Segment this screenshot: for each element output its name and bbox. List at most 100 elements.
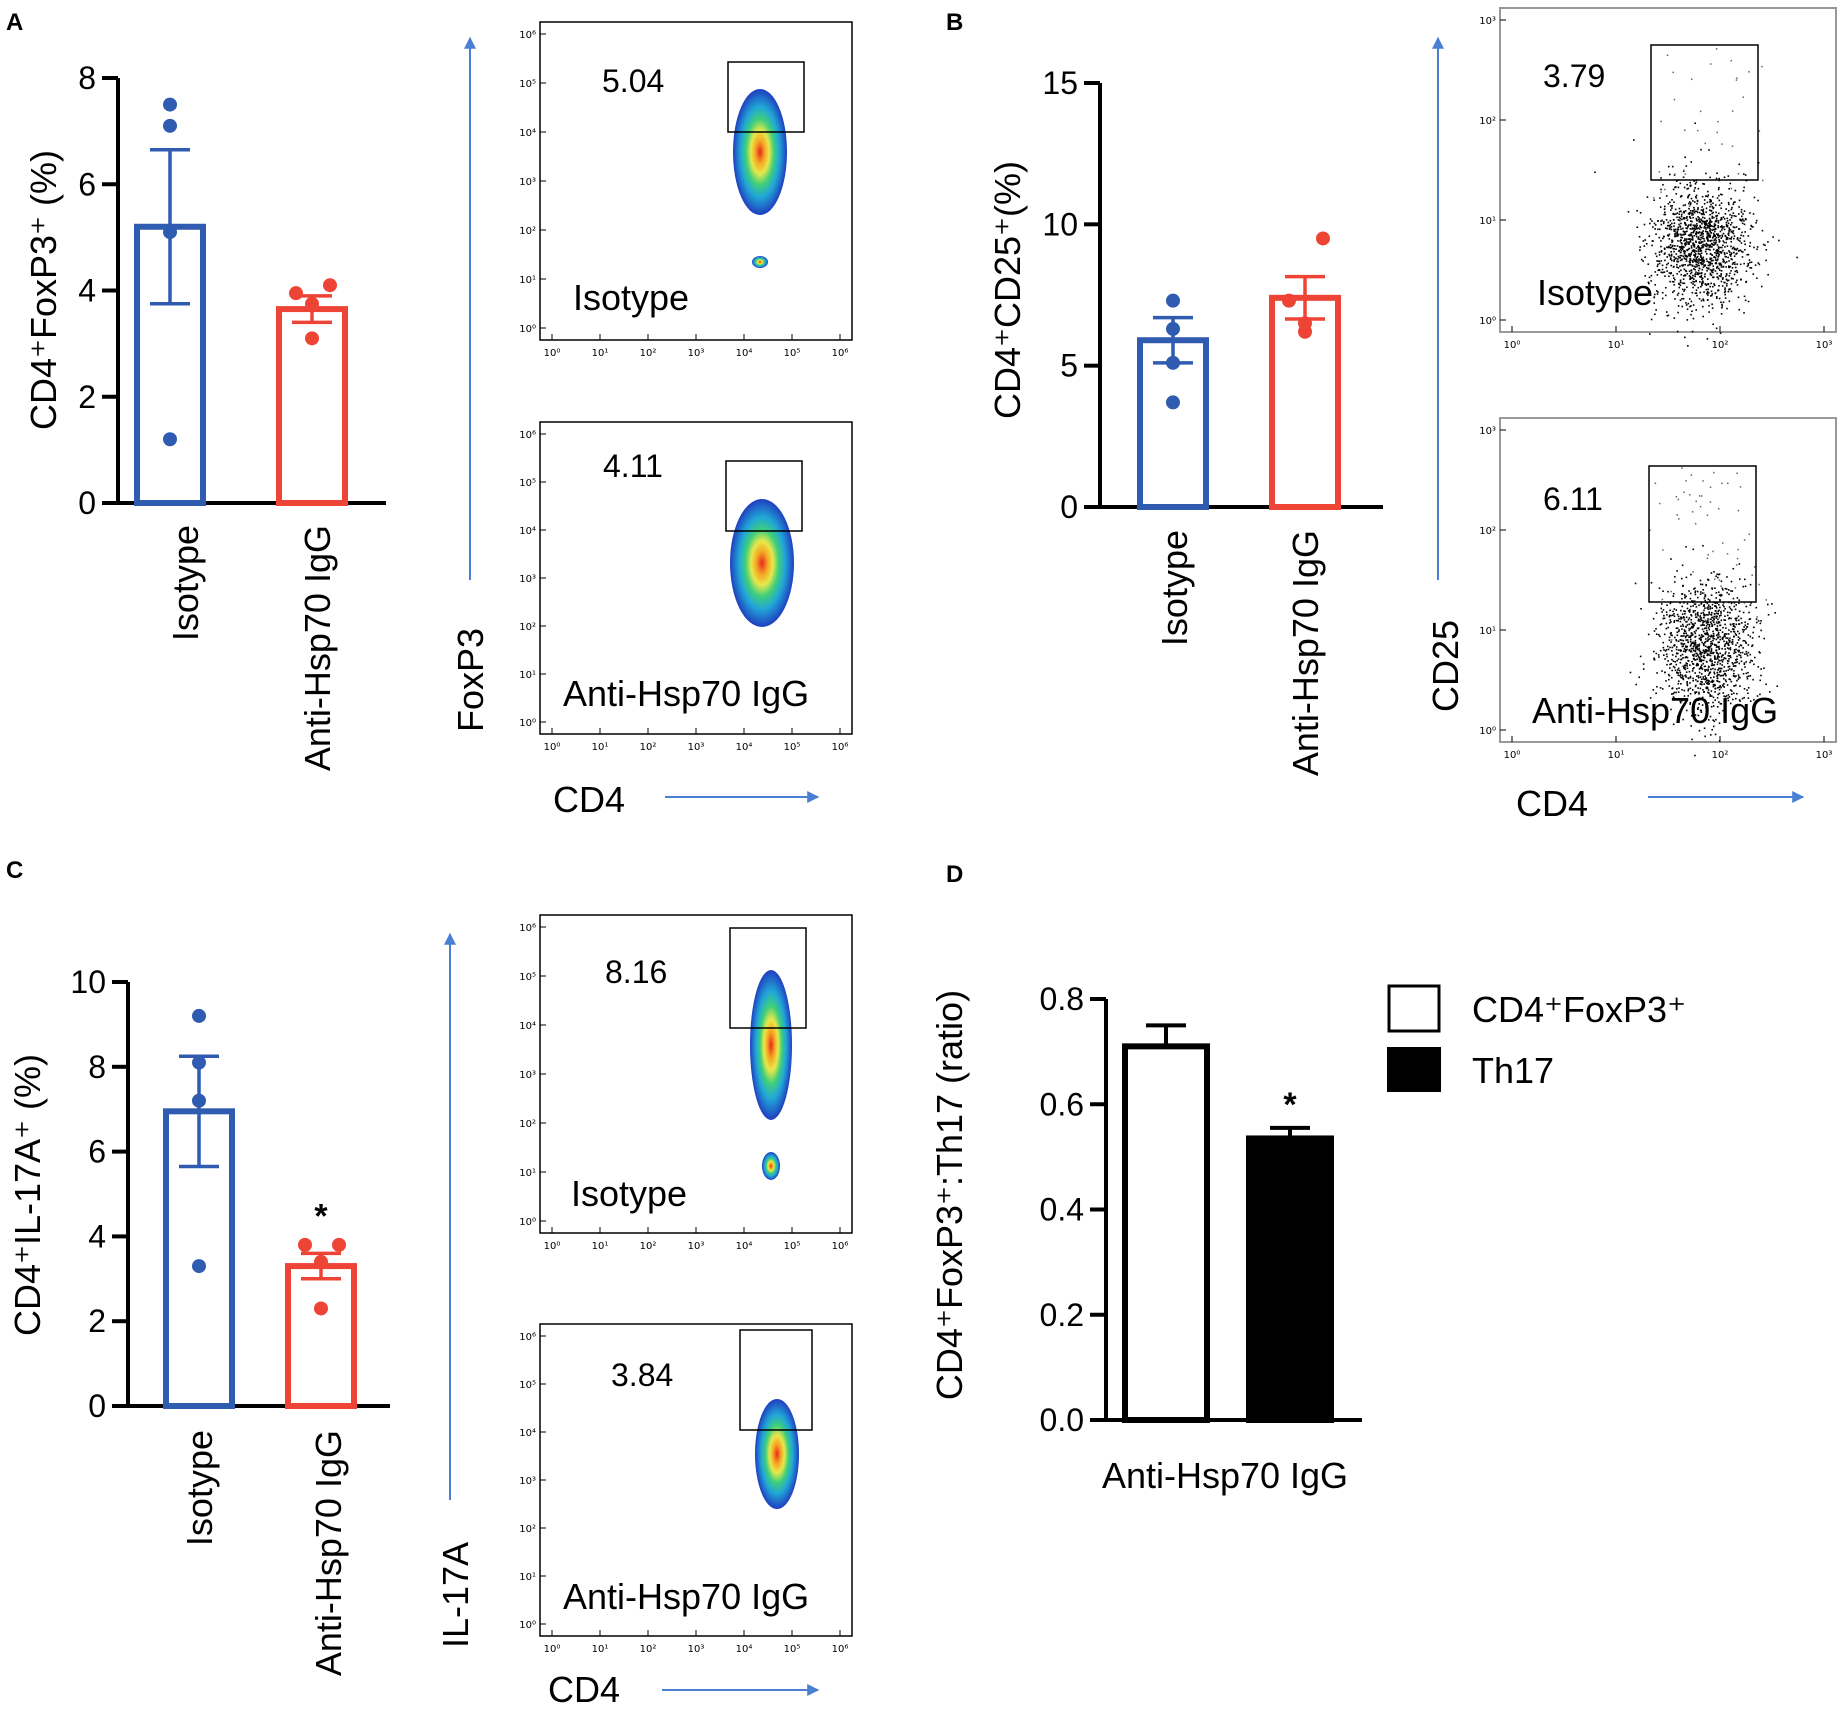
flow-event-dot bbox=[1736, 279, 1738, 282]
panel-a-data-point bbox=[163, 118, 177, 133]
flow-event-dot bbox=[1709, 264, 1711, 267]
flow-event-dot bbox=[1698, 703, 1701, 705]
flow-event-dot bbox=[1721, 229, 1723, 231]
flow-event-dot bbox=[1690, 618, 1693, 621]
flow-event-dot bbox=[1677, 672, 1679, 674]
flow-event-dot bbox=[1639, 655, 1642, 658]
flow-event-dot bbox=[1700, 664, 1703, 666]
flow-event-dot bbox=[1716, 625, 1719, 627]
flow-event-dot bbox=[1733, 261, 1736, 264]
flow-event-dot bbox=[1724, 213, 1727, 215]
flow-event-dot bbox=[1686, 238, 1688, 240]
flow-event-dot bbox=[1682, 718, 1684, 721]
flow-event-dot bbox=[1685, 635, 1687, 638]
flow-event-dot bbox=[1664, 211, 1666, 214]
flow-event-dot bbox=[1723, 619, 1725, 621]
flow-event-dot bbox=[1652, 689, 1655, 691]
flow-event-dot bbox=[1756, 616, 1758, 618]
flow-event-dot bbox=[1711, 229, 1714, 232]
flow-event-dot bbox=[1709, 227, 1711, 230]
flow-event-dot bbox=[1718, 641, 1720, 643]
flow-event-dot bbox=[1703, 604, 1705, 606]
flow-event-dot bbox=[1691, 600, 1693, 602]
flow-event-dot bbox=[1674, 173, 1676, 175]
flow-event-dot bbox=[1698, 241, 1701, 243]
flow-event-dot bbox=[1638, 676, 1640, 679]
flow-event-dot bbox=[1684, 233, 1687, 235]
flow-event-dot bbox=[1739, 240, 1741, 242]
flow-event-dot bbox=[1704, 735, 1706, 738]
flow-event-dot bbox=[1685, 545, 1687, 548]
flow-event-dot bbox=[1717, 221, 1720, 224]
flow-event-dot bbox=[1735, 658, 1737, 661]
flow-event-dot bbox=[1669, 257, 1672, 259]
flow-event-dot bbox=[1703, 727, 1706, 730]
flow-event-dot bbox=[1720, 585, 1722, 587]
flow-event-dot bbox=[1745, 218, 1747, 221]
flow-event-dot bbox=[1725, 670, 1727, 672]
flow-event-dot bbox=[1730, 669, 1733, 671]
flow-event-dot bbox=[1738, 619, 1740, 622]
flow-x-tick-label: 10⁰ bbox=[544, 742, 561, 753]
flow-event-dot bbox=[1727, 666, 1730, 668]
flow-event-dot bbox=[1731, 206, 1733, 209]
flow-event-dot bbox=[1674, 660, 1677, 663]
flow-event-dot bbox=[1700, 274, 1703, 277]
flow-event-dot bbox=[1699, 275, 1701, 278]
flow-event-dot bbox=[1680, 241, 1683, 244]
flow-event-dot bbox=[1699, 234, 1702, 237]
flow-event-dot bbox=[1750, 224, 1752, 227]
flow-event-dot bbox=[1727, 654, 1729, 657]
flow-event-dot bbox=[1692, 548, 1695, 551]
flow-x-tick-label: 10⁵ bbox=[784, 348, 801, 359]
flow-event-dot bbox=[1708, 628, 1711, 631]
flow-y-tick-label: 10⁴ bbox=[519, 128, 536, 139]
flow-event-dot bbox=[1668, 614, 1671, 617]
flow-event-dot bbox=[1708, 618, 1710, 621]
flow-event-dot bbox=[1685, 243, 1688, 245]
flow-event-dot bbox=[1767, 273, 1769, 276]
flow-event-dot bbox=[1715, 233, 1718, 235]
flow-event-dot bbox=[1679, 649, 1682, 651]
flow-x-tick-label: 10⁴ bbox=[736, 348, 753, 359]
flow-event-dot bbox=[1729, 640, 1731, 642]
flow-event-dot bbox=[1721, 587, 1724, 590]
flow-event-dot bbox=[1708, 613, 1711, 615]
flow-event-dot bbox=[1695, 691, 1697, 694]
flow-event-dot bbox=[1714, 627, 1717, 630]
flow-event-dot bbox=[1704, 142, 1707, 145]
flow-y-tick-label: 10² bbox=[1479, 526, 1496, 537]
flow-event-dot bbox=[1649, 218, 1652, 220]
flow-event-dot bbox=[1719, 332, 1722, 334]
flow-event-dot bbox=[1705, 706, 1707, 709]
flow-y-tick-label: 10⁰ bbox=[519, 718, 536, 729]
flow-event-dot bbox=[1709, 273, 1712, 276]
flow-event-dot bbox=[1690, 202, 1692, 205]
flow-event-dot bbox=[1683, 643, 1686, 645]
flow-event-dot bbox=[1688, 254, 1690, 257]
flow-event-dot bbox=[1715, 241, 1717, 244]
flow-event-dot bbox=[1683, 246, 1685, 249]
flow-event-dot bbox=[1734, 617, 1737, 620]
flow-event-dot bbox=[1705, 242, 1708, 245]
flow-y-tick-label: 10⁰ bbox=[519, 1620, 536, 1631]
flow-event-dot bbox=[1702, 266, 1705, 268]
flow-event-dot bbox=[1718, 235, 1721, 237]
flow-event-dot bbox=[1736, 679, 1738, 682]
panel-b-x-label-anti: Anti-Hsp70 IgG bbox=[1285, 530, 1326, 776]
flow-event-dot bbox=[1704, 716, 1707, 719]
flow-event-dot bbox=[1715, 48, 1718, 50]
flow-event-dot bbox=[1694, 590, 1697, 593]
flow-event-dot bbox=[1713, 284, 1716, 287]
flow-event-dot bbox=[1683, 635, 1685, 637]
flow-event-dot bbox=[1687, 677, 1690, 680]
flow-event-dot bbox=[1695, 194, 1698, 197]
flow-event-dot bbox=[1738, 563, 1741, 565]
flow-event-dot bbox=[1756, 248, 1758, 251]
flow-event-dot bbox=[1664, 286, 1667, 289]
flow-y-tick-label: 10³ bbox=[519, 574, 536, 585]
flow-event-dot bbox=[1694, 292, 1697, 295]
flow-event-dot bbox=[1714, 699, 1717, 701]
flow-event-dot bbox=[1684, 204, 1687, 206]
